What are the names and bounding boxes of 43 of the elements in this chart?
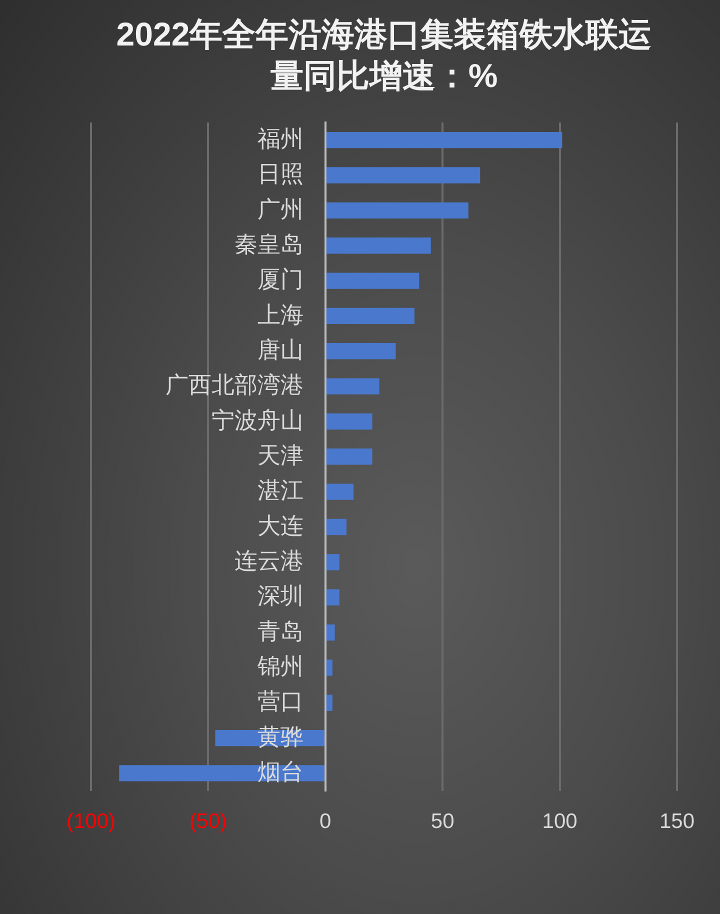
y-tick-label: 福州: [257, 125, 304, 152]
x-tick-label: (50): [190, 810, 227, 834]
y-tick-label: 天津: [257, 442, 304, 468]
x-tick-label: 50: [430, 810, 454, 834]
y-tick-label: 宁波舟山: [211, 406, 304, 433]
y-tick-label: 营口: [257, 688, 304, 714]
bar: [326, 660, 332, 676]
y-tick-label: 大连: [257, 512, 304, 538]
bar: [326, 132, 562, 148]
y-tick-label: 日照: [257, 160, 304, 187]
bar: [326, 624, 335, 641]
bar: [326, 448, 372, 465]
y-tick-label: 广西北部湾港: [165, 372, 304, 398]
x-tick-label: 150: [659, 810, 695, 834]
y-tick-label: 黄骅: [257, 723, 304, 750]
bar: [326, 308, 414, 324]
bar: [326, 343, 396, 360]
chart-title: 2022年全年沿海港口集装箱铁水联运量同比增速：%: [116, 16, 652, 94]
bar: [326, 238, 431, 254]
y-tick-label: 秦皇岛: [234, 230, 304, 257]
y-tick-label: 广州: [257, 196, 304, 222]
bar: [326, 518, 346, 536]
bar: [326, 378, 380, 394]
bar: [326, 167, 480, 184]
y-tick-label: 唐山: [257, 336, 304, 362]
bar: [326, 202, 468, 219]
y-tick-label: 连云港: [234, 548, 304, 574]
y-tick-label: 烟台: [257, 758, 304, 785]
bar: [326, 272, 420, 289]
x-tick-label: (100): [66, 810, 116, 834]
bar: [326, 484, 354, 500]
y-tick-label: 深圳: [257, 582, 304, 609]
y-tick-label: 青岛: [257, 618, 304, 644]
x-tick-label: 0: [320, 810, 332, 834]
bar: [326, 554, 340, 570]
bar: [326, 413, 372, 430]
x-tick-label: 100: [542, 810, 578, 834]
y-tick-label: 湛江: [257, 477, 304, 504]
y-tick-label: 厦门: [257, 266, 304, 292]
bar: [326, 589, 340, 606]
bar: [326, 694, 332, 711]
y-tick-label: 上海: [257, 301, 304, 328]
y-tick-label: 锦州: [256, 653, 304, 680]
